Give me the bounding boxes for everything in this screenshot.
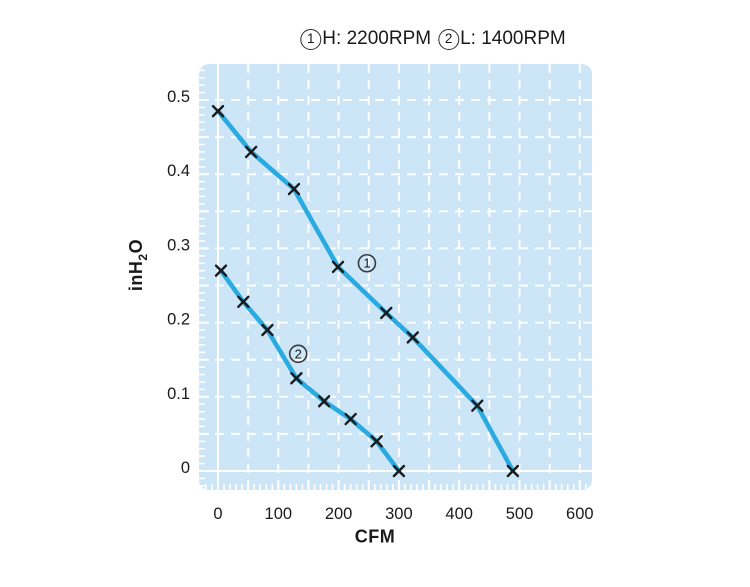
x-marker-icon <box>506 464 520 478</box>
x-marker-icon <box>331 260 345 274</box>
svg-text:1: 1 <box>363 256 370 271</box>
x-tick-label: 200 <box>325 505 353 523</box>
plot-contents: 12 <box>199 64 592 490</box>
x-marker-icon <box>380 306 393 320</box>
x-marker-icon <box>237 295 250 309</box>
svg-text:2: 2 <box>295 346 302 361</box>
x-tick-label: 400 <box>445 505 473 523</box>
y-tick-label: 0.4 <box>167 162 190 180</box>
curve-label-1: 1 <box>357 253 377 273</box>
x-marker-icon <box>211 104 225 118</box>
y-tick-label: 0.2 <box>167 311 190 329</box>
x-marker-icon <box>370 435 383 448</box>
x-tick-label: 300 <box>385 505 413 523</box>
y-tick-label: 0.5 <box>167 88 190 106</box>
x-marker-icon <box>317 395 331 408</box>
y-tick-label: 0.3 <box>167 236 190 254</box>
curve-label-2: 2 <box>288 344 308 364</box>
curve-series-1 <box>215 108 516 474</box>
x-tick-label: 500 <box>506 505 534 523</box>
gridlines <box>199 64 592 490</box>
chart-title: 1 H: 2200RPM 2 L: 1400RPM <box>300 28 566 50</box>
series-1-title-text: H: 2200RPM <box>322 28 432 49</box>
x-tick-label: 100 <box>265 505 293 523</box>
x-marker-icon <box>287 182 301 196</box>
series-1-circled-number-icon: 1 <box>300 28 322 50</box>
x-tick-label: 600 <box>566 505 594 523</box>
x-marker-icon <box>392 464 406 478</box>
x-axis-title: CFM <box>354 526 396 547</box>
y-tick-label: 0.1 <box>167 385 190 403</box>
series-2-title-text: L: 1400RPM <box>460 28 566 49</box>
x-marker-icon <box>406 331 419 344</box>
x-marker-icon <box>471 399 484 412</box>
x-tick-label: 0 <box>213 505 222 523</box>
y-tick-label: 0 <box>181 459 190 477</box>
markers-series-1 <box>211 104 520 478</box>
x-marker-icon <box>214 264 228 277</box>
series-2-circled-number-icon: 2 <box>438 28 460 50</box>
x-marker-icon <box>344 412 357 426</box>
x-marker-icon <box>261 323 274 337</box>
plot-background <box>199 64 592 490</box>
axis-minor-ticks-bottom <box>205 480 587 490</box>
x-marker-icon <box>290 372 303 385</box>
axis-minor-ticks-left <box>199 69 209 487</box>
x-marker-icon <box>244 145 258 159</box>
markers-series-2 <box>214 264 406 478</box>
